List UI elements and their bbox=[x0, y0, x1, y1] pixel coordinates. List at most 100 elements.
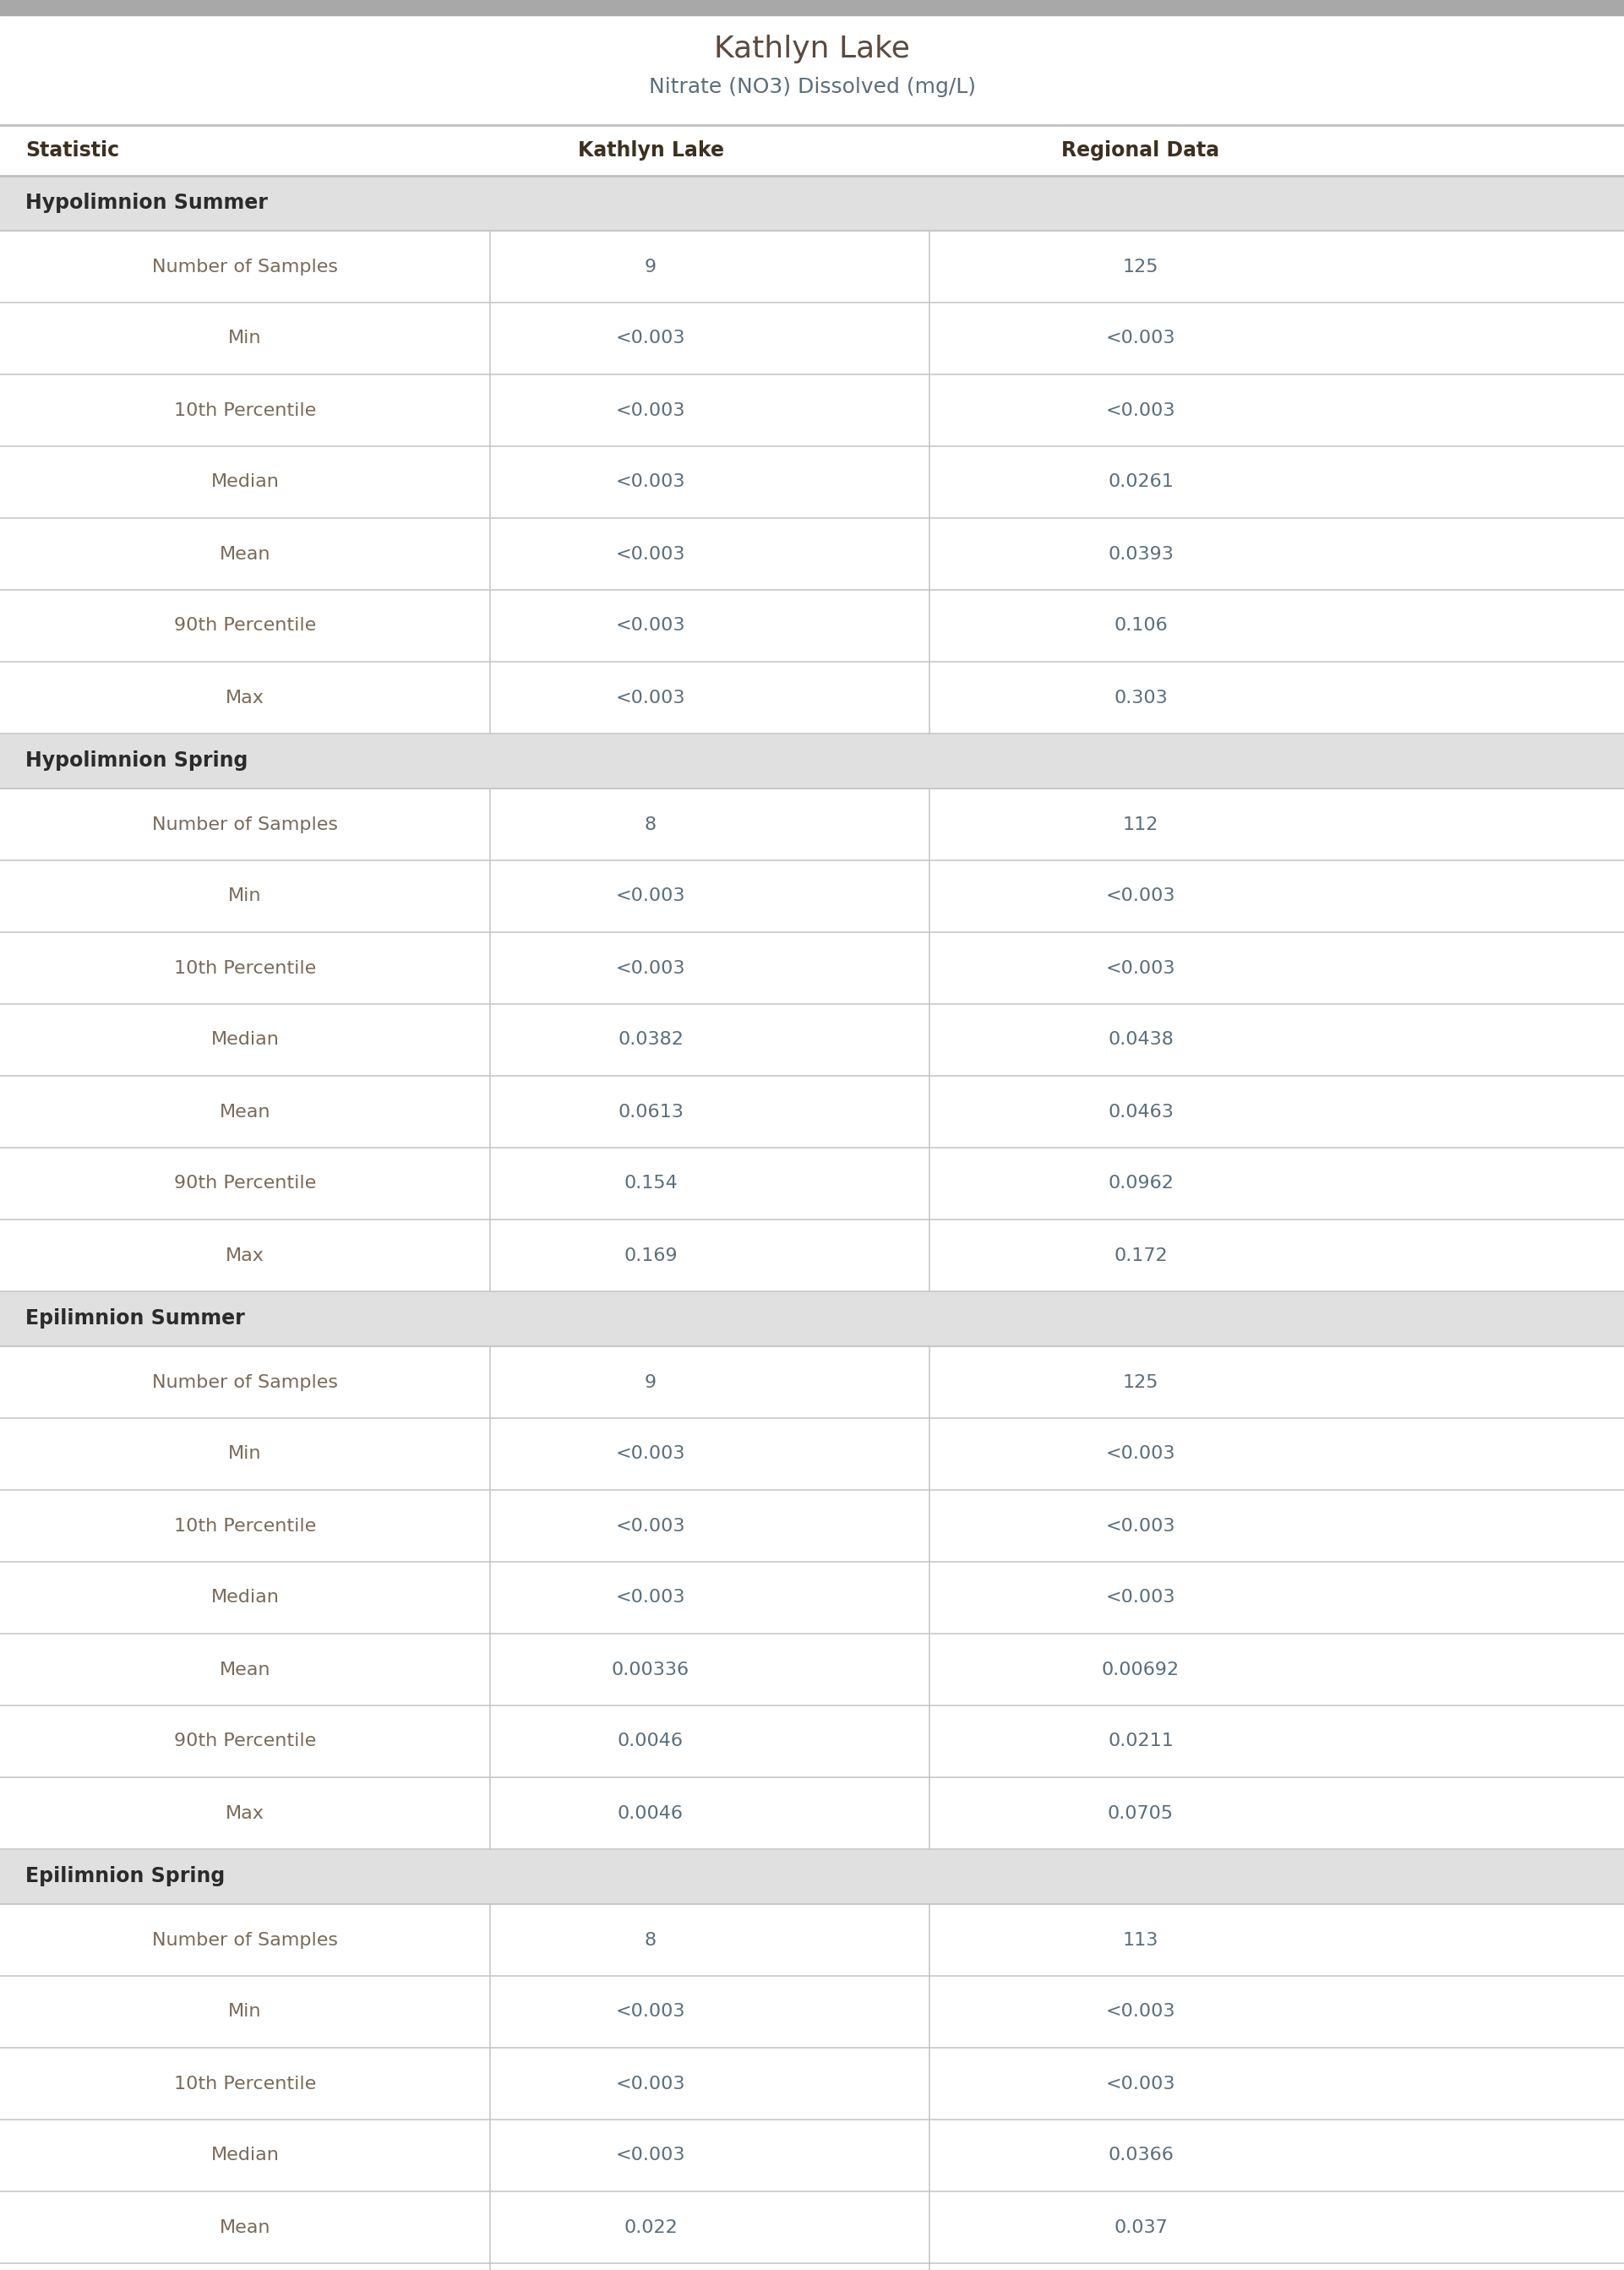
Text: Min: Min bbox=[229, 1446, 261, 1462]
Bar bbox=[0, 663, 1624, 733]
Text: Max: Max bbox=[226, 1246, 265, 1264]
Text: 0.022: 0.022 bbox=[624, 2218, 677, 2236]
Bar bbox=[0, 375, 1624, 447]
Text: Nitrate (NO3) Dissolved (mg/L): Nitrate (NO3) Dissolved (mg/L) bbox=[648, 77, 976, 98]
Text: Kathlyn Lake: Kathlyn Lake bbox=[578, 141, 724, 161]
Text: <0.003: <0.003 bbox=[615, 960, 685, 976]
Text: <0.003: <0.003 bbox=[615, 329, 685, 347]
Bar bbox=[0, 1219, 1624, 1292]
Text: 0.0705: 0.0705 bbox=[1108, 1805, 1174, 1821]
Text: Median: Median bbox=[211, 1589, 279, 1607]
Bar bbox=[0, 1003, 1624, 1076]
Text: <0.003: <0.003 bbox=[1106, 2004, 1176, 2020]
Text: <0.003: <0.003 bbox=[1106, 1589, 1176, 1607]
Text: <0.003: <0.003 bbox=[1106, 960, 1176, 976]
Text: Hypolimnion Summer: Hypolimnion Summer bbox=[26, 193, 268, 213]
Text: Number of Samples: Number of Samples bbox=[153, 1373, 338, 1392]
Bar bbox=[0, 447, 1624, 518]
Text: <0.003: <0.003 bbox=[615, 474, 685, 490]
Text: 0.303: 0.303 bbox=[1114, 690, 1168, 706]
Text: Median: Median bbox=[211, 474, 279, 490]
Bar bbox=[0, 1905, 1624, 1975]
Bar bbox=[0, 860, 1624, 933]
Text: Max: Max bbox=[226, 1805, 265, 1821]
Text: <0.003: <0.003 bbox=[615, 1516, 685, 1535]
Text: Mean: Mean bbox=[219, 1103, 271, 1119]
Text: Epilimnion Spring: Epilimnion Spring bbox=[26, 1866, 226, 1886]
Text: Min: Min bbox=[229, 2004, 261, 2020]
Text: <0.003: <0.003 bbox=[615, 617, 685, 633]
Text: <0.003: <0.003 bbox=[615, 545, 685, 563]
Text: Min: Min bbox=[229, 329, 261, 347]
Bar bbox=[0, 1777, 1624, 1850]
Text: 0.00336: 0.00336 bbox=[612, 1662, 690, 1678]
Bar bbox=[0, 302, 1624, 375]
Text: 0.0366: 0.0366 bbox=[1108, 2147, 1174, 2163]
Bar bbox=[0, 1705, 1624, 1777]
Text: Number of Samples: Number of Samples bbox=[153, 815, 338, 833]
Text: 90th Percentile: 90th Percentile bbox=[174, 1732, 317, 1750]
Text: <0.003: <0.003 bbox=[1106, 329, 1176, 347]
Text: 90th Percentile: 90th Percentile bbox=[174, 1176, 317, 1192]
Text: 125: 125 bbox=[1122, 1373, 1158, 1392]
Text: 0.0211: 0.0211 bbox=[1108, 1732, 1174, 1750]
Bar bbox=[0, 933, 1624, 1003]
Text: <0.003: <0.003 bbox=[1106, 1446, 1176, 1462]
Bar bbox=[0, 1489, 1624, 1562]
Text: 0.0962: 0.0962 bbox=[1108, 1176, 1174, 1192]
Bar bbox=[0, 518, 1624, 590]
Bar bbox=[0, 232, 1624, 302]
Text: 10th Percentile: 10th Percentile bbox=[174, 2075, 317, 2093]
Text: 0.00692: 0.00692 bbox=[1101, 1662, 1179, 1678]
Bar bbox=[0, 1149, 1624, 1219]
Text: 0.169: 0.169 bbox=[624, 1246, 677, 1264]
Text: 8: 8 bbox=[645, 1932, 656, 1948]
Bar bbox=[0, 175, 1624, 232]
Text: Max: Max bbox=[226, 690, 265, 706]
Text: Kathlyn Lake: Kathlyn Lake bbox=[715, 34, 909, 64]
Text: <0.003: <0.003 bbox=[615, 2147, 685, 2163]
Text: 0.0393: 0.0393 bbox=[1108, 545, 1174, 563]
Bar bbox=[0, 788, 1624, 860]
Text: 8: 8 bbox=[645, 815, 656, 833]
Text: 0.0046: 0.0046 bbox=[617, 1732, 684, 1750]
Text: <0.003: <0.003 bbox=[1106, 402, 1176, 418]
Text: 10th Percentile: 10th Percentile bbox=[174, 402, 317, 418]
Text: 0.0261: 0.0261 bbox=[1108, 474, 1174, 490]
Text: Number of Samples: Number of Samples bbox=[153, 259, 338, 275]
Text: <0.003: <0.003 bbox=[615, 2004, 685, 2020]
Bar bbox=[0, 1419, 1624, 1489]
Text: <0.003: <0.003 bbox=[615, 2075, 685, 2093]
Text: 9: 9 bbox=[645, 259, 656, 275]
Text: 90th Percentile: 90th Percentile bbox=[174, 617, 317, 633]
Text: <0.003: <0.003 bbox=[615, 690, 685, 706]
Text: Min: Min bbox=[229, 888, 261, 906]
Bar bbox=[0, 1562, 1624, 1634]
Text: <0.003: <0.003 bbox=[1106, 888, 1176, 906]
Text: <0.003: <0.003 bbox=[615, 402, 685, 418]
Text: 125: 125 bbox=[1122, 259, 1158, 275]
Text: 0.172: 0.172 bbox=[1114, 1246, 1168, 1264]
Bar bbox=[0, 1292, 1624, 1346]
Bar bbox=[0, 2120, 1624, 2191]
Text: Hypolimnion Spring: Hypolimnion Spring bbox=[26, 751, 248, 772]
Text: 0.106: 0.106 bbox=[1114, 617, 1168, 633]
Text: <0.003: <0.003 bbox=[1106, 1516, 1176, 1535]
Bar bbox=[0, 1975, 1624, 2048]
Bar bbox=[0, 0, 1624, 16]
Text: Statistic: Statistic bbox=[26, 141, 119, 161]
Text: Median: Median bbox=[211, 2147, 279, 2163]
Text: Mean: Mean bbox=[219, 545, 271, 563]
Bar bbox=[0, 733, 1624, 788]
Text: 113: 113 bbox=[1122, 1932, 1158, 1948]
Text: Epilimnion Summer: Epilimnion Summer bbox=[26, 1310, 245, 1328]
Bar bbox=[0, 1634, 1624, 1705]
Bar bbox=[0, 2191, 1624, 2263]
Text: 0.0463: 0.0463 bbox=[1108, 1103, 1174, 1119]
Text: Mean: Mean bbox=[219, 1662, 271, 1678]
Text: 0.0613: 0.0613 bbox=[617, 1103, 684, 1119]
Text: 112: 112 bbox=[1122, 815, 1158, 833]
Bar bbox=[0, 590, 1624, 663]
Text: 0.037: 0.037 bbox=[1114, 2218, 1168, 2236]
Text: 0.154: 0.154 bbox=[624, 1176, 677, 1192]
